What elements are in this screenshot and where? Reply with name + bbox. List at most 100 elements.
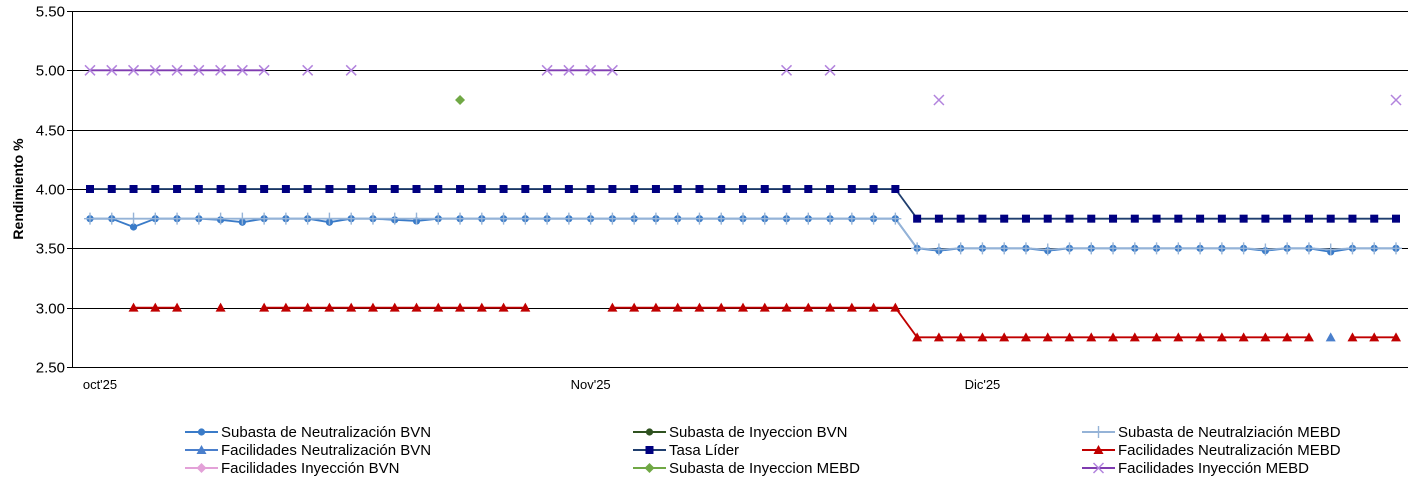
data-point — [955, 332, 966, 342]
data-point — [129, 185, 138, 193]
data-point — [214, 212, 227, 225]
data-point — [541, 212, 554, 225]
data-point — [1130, 214, 1139, 223]
data-point — [1152, 214, 1161, 223]
data-point — [716, 302, 727, 312]
data-point — [390, 185, 399, 193]
y-tick-label: 4.50 — [36, 123, 65, 140]
data-point — [1215, 242, 1228, 255]
data-point — [366, 212, 379, 225]
data-point — [455, 95, 466, 105]
data-point — [302, 302, 313, 312]
data-point — [1346, 242, 1359, 255]
data-point — [760, 185, 769, 193]
legend-label: Facilidades Neutralización MEBD — [1118, 442, 1341, 459]
legend-label: Facilidades Neutralización BVN — [221, 442, 431, 459]
legend-marker-swatch — [644, 463, 655, 473]
x-tick-label: Dic'25 — [965, 377, 1001, 392]
data-point — [1347, 332, 1358, 342]
legend: Subasta de Neutralización BVN Subasta de … — [185, 424, 1341, 477]
data-point — [998, 242, 1011, 255]
data-point — [671, 212, 684, 225]
data-point — [1150, 242, 1163, 255]
data-point — [476, 302, 487, 312]
data-point — [845, 212, 858, 225]
data-point — [954, 242, 967, 255]
data-point — [629, 302, 640, 312]
data-point — [367, 302, 378, 312]
y-tick-label: 2.50 — [36, 360, 65, 377]
data-point — [803, 302, 814, 312]
data-point — [650, 302, 661, 312]
data-point — [1172, 242, 1185, 255]
data-point — [759, 302, 770, 312]
legend-marker-swatch — [1093, 445, 1104, 454]
data-point — [302, 64, 314, 76]
data-point — [1368, 242, 1381, 255]
data-point — [673, 185, 682, 193]
data-point — [106, 64, 118, 76]
data-point — [584, 212, 597, 225]
data-point — [86, 185, 94, 193]
data-point — [1238, 332, 1249, 342]
data-point — [1239, 214, 1248, 223]
data-point — [520, 302, 531, 312]
data-point — [194, 185, 203, 193]
data-point — [1128, 242, 1141, 255]
data-point — [867, 212, 880, 225]
data-point — [281, 185, 290, 193]
data-point — [258, 64, 270, 76]
data-point — [933, 332, 944, 342]
legend-label: Facilidades Inyección MEBD — [1118, 460, 1309, 477]
legend-item: Tasa Líder — [633, 442, 739, 459]
data-point — [1129, 332, 1140, 342]
data-point — [543, 185, 552, 193]
data-point — [978, 214, 987, 223]
data-point — [454, 212, 467, 225]
data-point — [847, 185, 856, 193]
data-point — [173, 185, 182, 193]
y-tick-label: 3.50 — [36, 241, 65, 258]
data-point — [1019, 242, 1032, 255]
data-point — [694, 302, 705, 312]
data-point — [216, 185, 225, 193]
y-tick-label: 5.50 — [36, 4, 65, 21]
data-point — [432, 212, 445, 225]
data-point — [1324, 243, 1337, 256]
legend-label: Subasta de Neutralziación MEBD — [1118, 424, 1341, 441]
data-point — [564, 185, 573, 193]
data-point — [279, 212, 292, 225]
data-point — [824, 64, 836, 76]
data-point — [562, 212, 575, 225]
legend-item: Facilidades Inyección BVN — [185, 460, 399, 477]
data-point — [1086, 332, 1097, 342]
y-tick-label: 5.00 — [36, 63, 65, 80]
data-point — [846, 302, 857, 312]
data-point — [737, 212, 749, 225]
data-point — [802, 212, 815, 225]
data-point — [738, 302, 748, 312]
data-point — [345, 212, 358, 225]
data-point — [999, 332, 1010, 342]
data-point — [236, 212, 249, 225]
legend-marker-swatch — [196, 463, 207, 473]
data-point — [192, 212, 205, 225]
legend-item: Facilidades Inyección MEBD — [1082, 460, 1309, 477]
y-tick-label: 3.00 — [36, 301, 65, 318]
legend-item: Facilidades Neutralización BVN — [185, 442, 431, 459]
data-point — [1282, 332, 1293, 342]
data-point — [780, 212, 793, 225]
data-point — [824, 212, 837, 225]
legend-marker-swatch — [196, 445, 207, 454]
data-point — [868, 302, 879, 312]
data-point — [303, 185, 312, 193]
data-point — [236, 64, 248, 76]
data-point — [149, 64, 161, 76]
data-point — [630, 185, 639, 193]
legend-marker-swatch — [197, 428, 206, 436]
x-axis: oct'25 Nov'25 Dic'25 — [83, 377, 1000, 392]
data-point — [933, 94, 945, 106]
data-point — [151, 185, 160, 193]
data-point — [498, 302, 509, 312]
legend-label: Tasa Líder — [669, 442, 739, 459]
